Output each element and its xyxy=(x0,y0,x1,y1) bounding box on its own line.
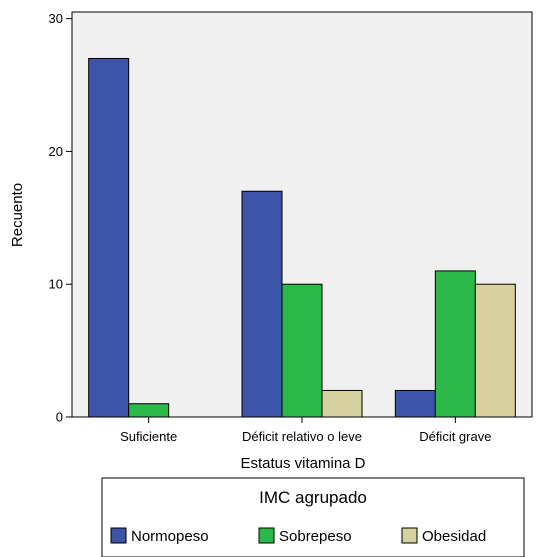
bar xyxy=(128,403,170,418)
bar xyxy=(434,270,476,418)
x-axis-label: Estatus vitamina D xyxy=(240,455,365,472)
bar xyxy=(241,190,283,418)
legend-label: Sobrepeso xyxy=(279,528,352,545)
legend-swatch xyxy=(110,527,127,544)
legend: IMC agrupado Normopeso Sobrepeso Obesidad xyxy=(101,477,525,557)
bar xyxy=(394,389,436,418)
legend-swatch xyxy=(401,527,418,544)
legend-box xyxy=(101,477,525,557)
x-axis: Suficiente Déficit relativo o leve Déficit… xyxy=(120,417,491,444)
y-axis-label: Recuento xyxy=(9,183,26,247)
y-tick-label: 0 xyxy=(56,410,63,425)
y-tick-label: 20 xyxy=(49,144,63,159)
bar xyxy=(321,389,363,418)
y-tick-label: 30 xyxy=(49,11,63,26)
legend-items: Normopeso Sobrepeso Obesidad xyxy=(110,527,486,545)
legend-label: Normopeso xyxy=(131,528,209,545)
x-tick-label: Déficit relativo o leve xyxy=(242,429,362,444)
bars-group xyxy=(88,57,516,418)
legend-label: Obesidad xyxy=(422,528,486,545)
bar xyxy=(474,283,516,418)
y-axis: 0 10 20 30 xyxy=(49,11,72,425)
legend-title: IMC agrupado xyxy=(259,488,367,507)
y-tick-label: 10 xyxy=(49,277,63,292)
x-tick-label: Suficiente xyxy=(120,429,177,444)
legend-swatch xyxy=(258,527,275,544)
bar xyxy=(88,57,130,418)
x-tick-label: Déficit grave xyxy=(419,429,491,444)
bar xyxy=(281,283,323,418)
